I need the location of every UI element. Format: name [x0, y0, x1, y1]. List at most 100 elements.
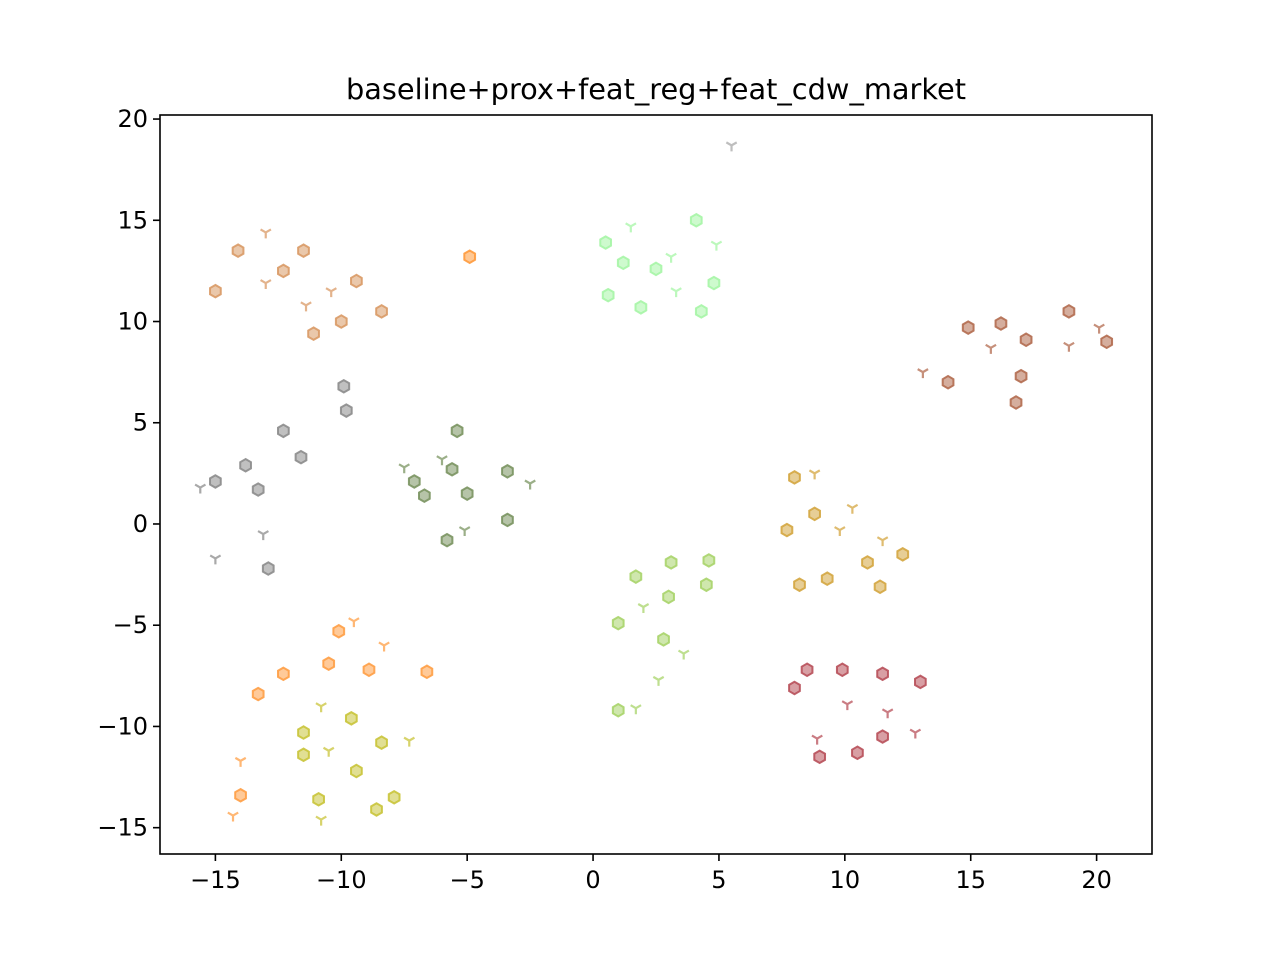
tri-point — [881, 708, 894, 719]
plot-frame — [159, 114, 1153, 855]
y-tick-label: 0 — [133, 510, 148, 538]
y-tick-label: 5 — [133, 409, 148, 437]
hexagon-point — [460, 486, 474, 501]
hexagon-point — [657, 632, 670, 647]
hexagon-point — [664, 555, 678, 570]
series-10 — [227, 617, 434, 822]
hexagon-point — [501, 512, 514, 528]
hexagon-point — [375, 735, 388, 750]
hexagon-point — [808, 506, 821, 522]
hexagon-point — [209, 283, 222, 299]
hexagon-point — [941, 374, 955, 390]
x-tick-label: −5 — [449, 866, 484, 894]
hexagon-point — [961, 320, 975, 335]
hexagon-point — [601, 287, 615, 303]
tri-point — [811, 734, 823, 745]
tri-point — [1093, 323, 1105, 334]
tri-point — [670, 287, 682, 298]
series-1 — [463, 249, 477, 265]
hexagon-point — [231, 243, 245, 259]
hexagon-point — [780, 522, 794, 538]
hexagon-point — [261, 561, 275, 576]
x-tick-label: −10 — [316, 866, 367, 894]
hexagon-point — [1100, 334, 1114, 350]
y-tick-label: −10 — [97, 712, 148, 740]
tri-point — [985, 343, 997, 354]
tri-point — [300, 301, 312, 312]
hexagon-point — [337, 378, 351, 394]
tri-point — [710, 240, 723, 251]
hexagon-point — [370, 802, 383, 817]
tri-point — [917, 368, 929, 379]
x-tick-label: 0 — [585, 866, 600, 894]
hexagon-point — [649, 261, 663, 277]
tri-point — [315, 702, 327, 713]
hexagon-point — [629, 569, 643, 584]
series-8 — [611, 553, 716, 718]
series-5 — [194, 378, 353, 576]
data-points — [194, 141, 1114, 826]
hexagon-point — [375, 304, 388, 319]
hexagon-point — [876, 729, 889, 744]
y-tick-label: 15 — [117, 206, 148, 234]
hexagon-point — [277, 666, 290, 682]
hexagon-point — [694, 304, 708, 319]
y-tick-label: −5 — [113, 611, 148, 639]
hexagon-point — [350, 763, 363, 779]
tri-point — [458, 526, 471, 537]
tri-point — [841, 700, 854, 711]
hexagon-point — [793, 577, 806, 593]
hexagon-point — [450, 423, 464, 439]
hexagon-point — [689, 212, 703, 228]
series-3 — [725, 141, 738, 152]
hexagon-point — [1019, 332, 1033, 348]
hexagon-point — [445, 461, 459, 477]
x-tick-label: 15 — [955, 866, 986, 894]
hexagon-point — [420, 664, 434, 680]
hexagon-point — [297, 725, 310, 740]
tri-point — [665, 252, 677, 263]
tri-point — [436, 455, 448, 466]
hexagon-point — [788, 470, 801, 485]
hexagon-point — [350, 273, 363, 289]
tri-point — [846, 503, 859, 514]
x-tick-label: 20 — [1081, 866, 1112, 894]
hexagon-point — [707, 275, 721, 291]
hexagon-point — [861, 555, 874, 570]
hexagon-point — [297, 747, 310, 763]
hexagon-point — [1009, 395, 1023, 410]
hexagon-point — [294, 449, 308, 465]
chart-title: baseline+prox+feat_reg+feat_cdw_market — [346, 72, 966, 106]
hexagon-point — [820, 571, 834, 587]
hexagon-point — [835, 662, 849, 678]
hexagon-point — [800, 662, 814, 678]
hexagon-point — [813, 749, 827, 765]
series-4 — [917, 304, 1114, 410]
tri-point — [209, 554, 222, 565]
tri-point — [194, 483, 207, 494]
hexagon-point — [251, 482, 265, 497]
hexagon-point — [1014, 368, 1028, 384]
tri-point — [315, 815, 327, 826]
series-9 — [788, 662, 927, 765]
y-tick-label: 20 — [117, 105, 148, 133]
tri-point — [257, 530, 269, 541]
hexagon-point — [599, 235, 613, 250]
hexagon-point — [387, 789, 401, 805]
hexagon-point — [851, 745, 864, 761]
hexagon-point — [501, 463, 514, 479]
hexagon-point — [994, 316, 1008, 331]
hexagon-point — [251, 686, 265, 702]
hexagon-point — [277, 263, 290, 279]
tri-point — [725, 141, 738, 152]
hexagon-point — [297, 243, 310, 259]
tri-point — [652, 675, 665, 686]
tri-point — [322, 746, 335, 757]
tri-point — [259, 279, 272, 290]
hexagon-point — [876, 666, 889, 682]
tri-point — [834, 526, 846, 537]
hexagon-point — [611, 615, 625, 631]
hexagon-point — [234, 787, 247, 803]
hexagon-point — [634, 299, 648, 315]
